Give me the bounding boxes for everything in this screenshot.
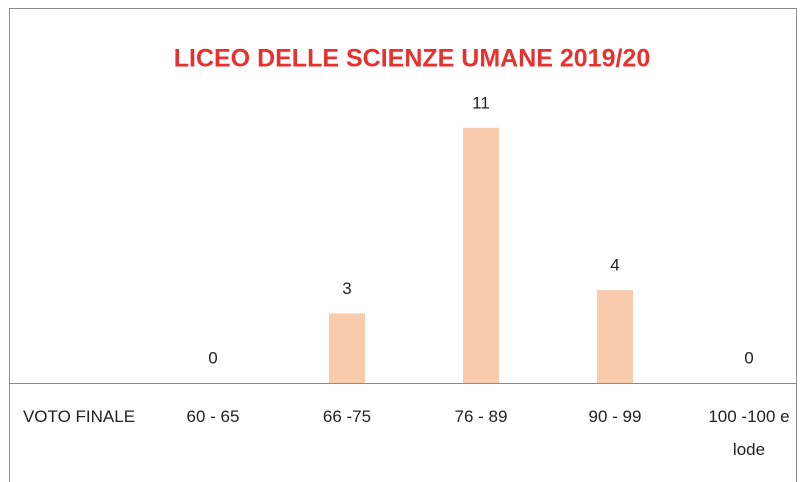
x-tick-label: 90 - 99 — [588, 407, 642, 426]
data-label: 3 — [342, 279, 351, 298]
bar — [463, 127, 499, 383]
data-label: 0 — [744, 348, 753, 367]
x-tick-label: 60 - 65 — [186, 407, 240, 426]
data-label: 11 — [472, 93, 490, 112]
chart-border — [9, 8, 797, 482]
x-tick-label: VOTO FINALE — [22, 407, 136, 426]
bar — [597, 290, 633, 383]
bar — [329, 313, 365, 383]
x-tick-label: 76 - 89 — [454, 407, 508, 426]
x-tick-label: 66 -75 — [322, 407, 372, 426]
data-label: 4 — [610, 256, 619, 275]
chart-title: LICEO DELLE SCIENZE UMANE 2019/20 — [174, 45, 651, 73]
x-tick-label: 100 -100 e lode — [708, 407, 790, 459]
data-label: 0 — [208, 348, 217, 367]
